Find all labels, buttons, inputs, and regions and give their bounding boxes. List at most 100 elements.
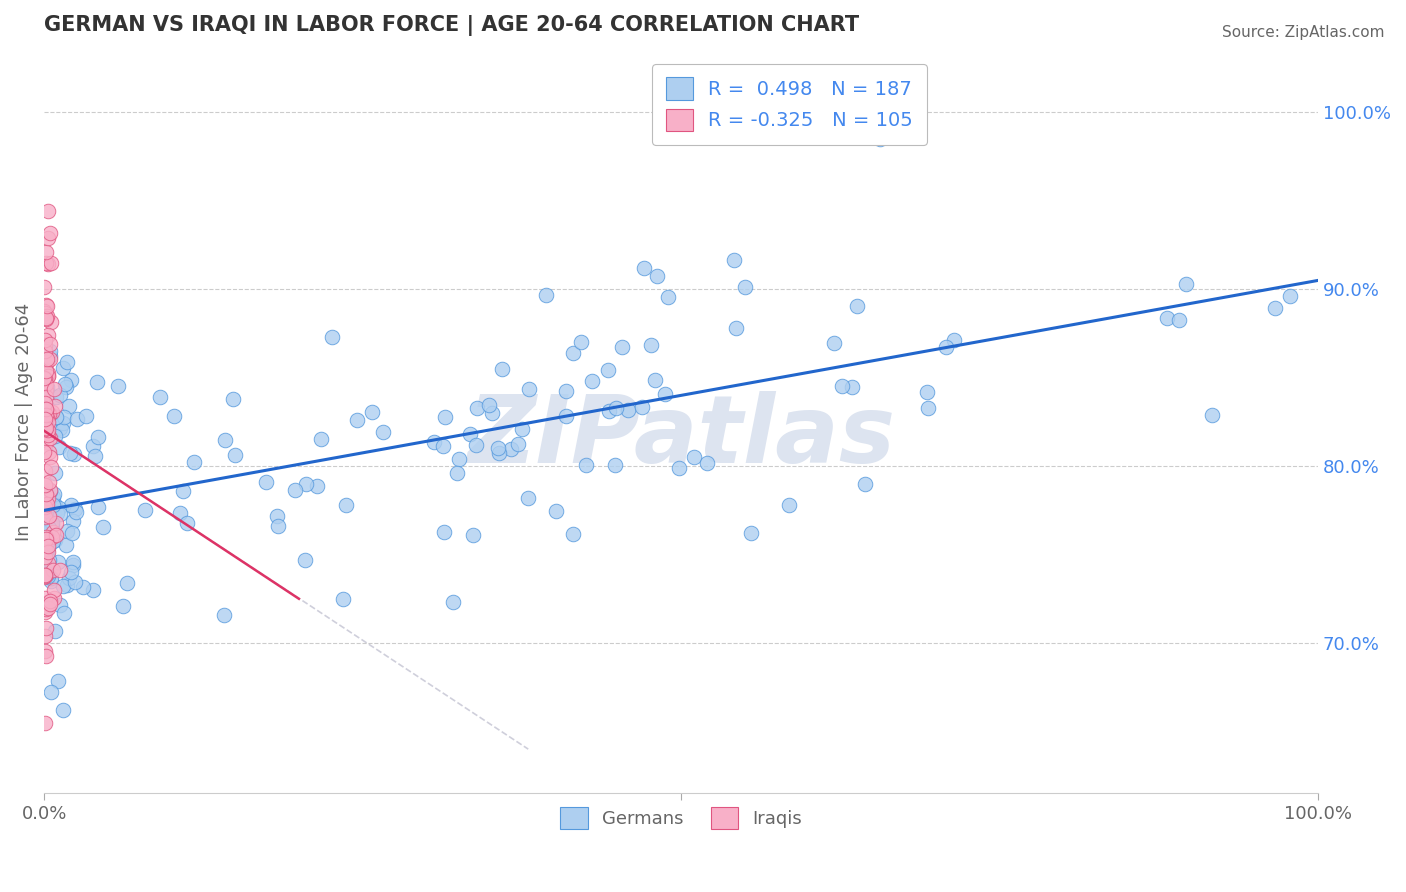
Point	[37, 533, 59, 548]
Point	[35, 524, 58, 539]
Point	[645, 268, 668, 283]
Point	[284, 483, 307, 497]
Point	[44, 466, 66, 480]
Point	[51, 579, 73, 593]
Point	[778, 498, 800, 512]
Point	[32, 303, 55, 318]
Point	[823, 335, 845, 350]
Point	[305, 478, 328, 492]
Point	[39, 352, 62, 367]
Point	[569, 334, 592, 349]
Point	[605, 401, 627, 415]
Point	[612, 339, 634, 353]
Point	[44, 399, 66, 413]
Point	[35, 508, 58, 523]
Point	[254, 475, 277, 490]
Point	[35, 352, 58, 367]
Point	[134, 502, 156, 516]
Point	[460, 426, 482, 441]
Point	[59, 566, 82, 580]
Point	[39, 597, 62, 611]
Point	[86, 375, 108, 389]
Y-axis label: In Labor Force | Age 20-64: In Labor Force | Age 20-64	[15, 302, 32, 541]
Point	[39, 344, 62, 359]
Text: GERMAN VS IRAQI IN LABOR FORCE | AGE 20-64 CORRELATION CHART: GERMAN VS IRAQI IN LABOR FORCE | AGE 20-…	[44, 15, 859, 36]
Point	[52, 703, 75, 717]
Point	[176, 516, 198, 531]
Point	[63, 575, 86, 590]
Point	[831, 379, 853, 393]
Point	[49, 563, 72, 577]
Point	[449, 451, 471, 466]
Point	[37, 500, 59, 514]
Point	[34, 377, 56, 392]
Point	[37, 380, 59, 394]
Point	[37, 257, 59, 271]
Point	[34, 306, 56, 320]
Point	[346, 413, 368, 427]
Point	[35, 349, 58, 363]
Point	[38, 521, 60, 535]
Point	[41, 490, 63, 504]
Point	[38, 484, 60, 499]
Point	[183, 455, 205, 469]
Point	[32, 371, 55, 385]
Point	[534, 288, 557, 302]
Point	[48, 508, 70, 522]
Point	[38, 594, 60, 608]
Point	[39, 519, 62, 533]
Point	[222, 392, 245, 407]
Point	[37, 231, 59, 245]
Point	[53, 410, 76, 425]
Point	[39, 431, 62, 445]
Point	[294, 553, 316, 567]
Point	[734, 280, 756, 294]
Point	[224, 448, 246, 462]
Point	[34, 419, 56, 434]
Point	[63, 447, 86, 461]
Point	[52, 360, 75, 375]
Point	[39, 459, 62, 474]
Point	[82, 440, 104, 454]
Point	[465, 438, 488, 452]
Point	[60, 373, 83, 387]
Point	[42, 486, 65, 500]
Point	[39, 407, 62, 421]
Point	[45, 507, 67, 521]
Point	[56, 524, 79, 539]
Point	[42, 533, 65, 548]
Point	[34, 621, 56, 635]
Point	[35, 497, 58, 511]
Point	[46, 555, 69, 569]
Point	[35, 256, 58, 270]
Point	[34, 629, 56, 643]
Point	[668, 460, 690, 475]
Point	[1168, 313, 1191, 327]
Point	[309, 432, 332, 446]
Point	[60, 526, 83, 541]
Point	[598, 362, 620, 376]
Point	[35, 531, 58, 545]
Point	[42, 383, 65, 397]
Point	[111, 599, 134, 613]
Point	[1156, 310, 1178, 325]
Point	[34, 337, 56, 351]
Point	[49, 421, 72, 435]
Point	[1279, 289, 1302, 303]
Point	[465, 401, 488, 416]
Point	[682, 450, 704, 465]
Point	[644, 373, 666, 387]
Point	[34, 371, 56, 385]
Point	[37, 406, 59, 420]
Point	[35, 354, 58, 368]
Point	[37, 568, 59, 582]
Point	[38, 450, 60, 465]
Point	[44, 591, 66, 605]
Point	[32, 401, 55, 415]
Point	[34, 499, 56, 513]
Point	[446, 466, 468, 480]
Point	[107, 379, 129, 393]
Point	[463, 528, 485, 542]
Legend: Germans, Iraqis: Germans, Iraqis	[553, 800, 808, 837]
Point	[35, 312, 58, 326]
